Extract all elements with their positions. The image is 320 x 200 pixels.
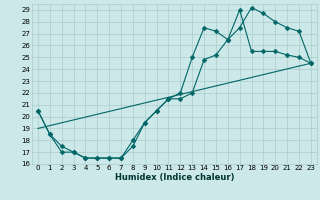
X-axis label: Humidex (Indice chaleur): Humidex (Indice chaleur): [115, 173, 234, 182]
